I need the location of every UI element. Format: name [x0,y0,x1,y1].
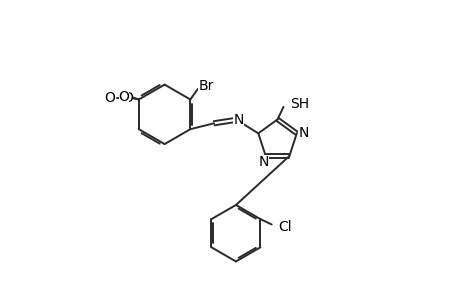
Text: O: O [104,91,115,105]
Text: N: N [233,113,243,127]
Text: SH: SH [290,97,308,111]
Text: Cl: Cl [278,220,291,234]
Text: N: N [297,126,308,140]
Text: N: N [258,155,269,170]
Text: O: O [122,91,133,105]
Text: Br: Br [198,79,213,93]
Text: O: O [118,89,129,103]
